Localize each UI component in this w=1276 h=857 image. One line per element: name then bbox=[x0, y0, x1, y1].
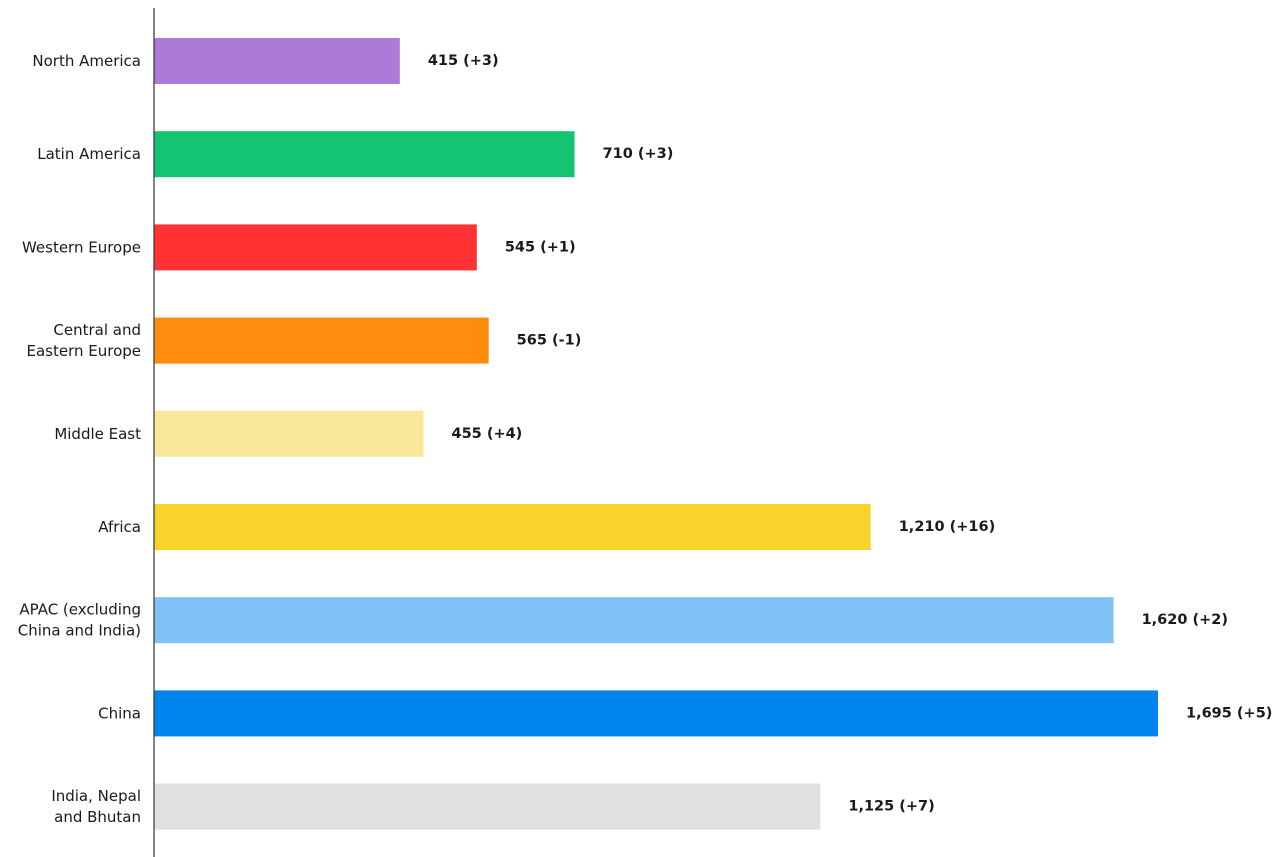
data-label-1: 415 (+3) bbox=[428, 53, 499, 69]
data-label-8: 1,695 (+5) bbox=[1186, 705, 1272, 721]
category-label-line: Central and bbox=[53, 321, 141, 339]
category-label-9: India, Nepal and Bhutan bbox=[51, 787, 141, 826]
data-label-9: 1,125 (+7) bbox=[848, 799, 934, 815]
category-label-line: Eastern Europe bbox=[26, 342, 141, 360]
category-label-8: China bbox=[98, 704, 141, 722]
bar-5 bbox=[154, 410, 424, 457]
bar-3 bbox=[154, 224, 477, 271]
category-label-1: North America bbox=[32, 52, 141, 70]
category-label-line: Africa bbox=[98, 518, 141, 536]
bar-7 bbox=[154, 597, 1114, 644]
category-label-line: and Bhutan bbox=[54, 808, 141, 826]
category-label-line: China and India) bbox=[18, 622, 141, 640]
category-label-2: Latin America bbox=[37, 145, 141, 163]
bar-4 bbox=[154, 317, 489, 364]
bar-2 bbox=[154, 131, 575, 178]
category-label-line: Middle East bbox=[54, 425, 141, 443]
category-label-line: North America bbox=[32, 52, 141, 70]
category-label-line: Western Europe bbox=[22, 238, 141, 256]
category-label-line: APAC (excluding bbox=[19, 601, 141, 619]
category-label-line: India, Nepal bbox=[51, 787, 141, 805]
category-label-line: China bbox=[98, 704, 141, 722]
bar-1 bbox=[154, 38, 400, 84]
bar-8 bbox=[154, 690, 1158, 737]
category-label-4: Central and Eastern Europe bbox=[26, 321, 141, 360]
category-label-line: Latin America bbox=[37, 145, 141, 163]
data-label-5: 455 (+4) bbox=[452, 426, 523, 442]
category-label-7: APAC (excluding China and India) bbox=[18, 601, 141, 640]
data-label-7: 1,620 (+2) bbox=[1142, 612, 1228, 628]
category-label-3: Western Europe bbox=[22, 238, 141, 256]
category-label-5: Middle East bbox=[54, 425, 141, 443]
category-label-6: Africa bbox=[98, 518, 141, 536]
data-label-4: 565 (-1) bbox=[517, 333, 582, 349]
bar-6 bbox=[154, 504, 871, 550]
data-label-3: 545 (+1) bbox=[505, 239, 576, 255]
data-label-6: 1,210 (+16) bbox=[899, 519, 996, 535]
data-label-2: 710 (+3) bbox=[603, 146, 674, 162]
bar-9 bbox=[154, 783, 821, 830]
